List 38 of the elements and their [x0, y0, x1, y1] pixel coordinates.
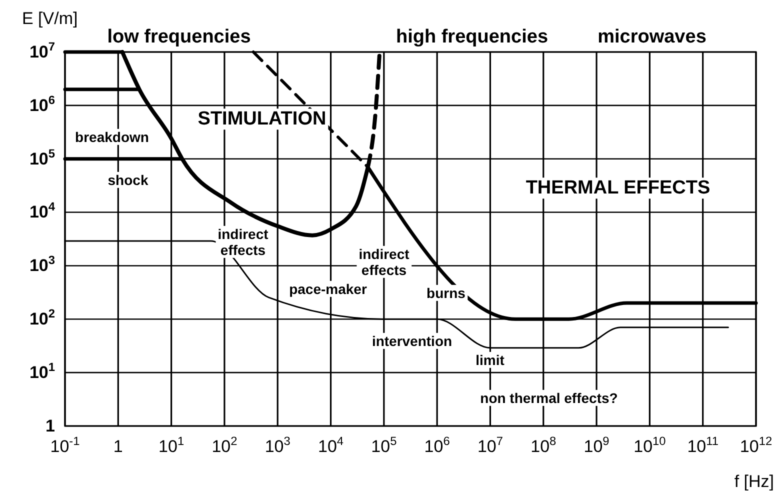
annotation: THERMAL EFFECTS [526, 178, 710, 199]
x-tick-label: 10$^{7}$ [477, 434, 504, 456]
text: low frequencies [107, 26, 251, 48]
y-axis-title: E [V/m] [22, 9, 78, 28]
x-axis-title: f [Hz] [734, 472, 774, 491]
x-tick-label: 10$^{9}$ [584, 434, 610, 456]
x-tick-label: 10$^{3}$ [264, 434, 291, 456]
annotation: indirect effects [218, 226, 269, 258]
annotation: intervention [372, 332, 452, 349]
x-tick-label: 10$^{10}$ [634, 434, 666, 456]
y-tick-label: 10$^{5}$ [29, 146, 56, 168]
y-tick-label: 10$^{2}$ [29, 306, 56, 329]
x-tick-label: 10$^{1}$ [158, 434, 184, 456]
annotation: indirect effects [358, 246, 410, 278]
x-tick-label: 10$^{8}$ [530, 434, 557, 456]
y-tick-label: 10$^{3}$ [29, 253, 56, 276]
annotation: burns [426, 284, 466, 301]
text: microwaves [598, 26, 706, 48]
text: high frequencies [396, 26, 548, 48]
x-tick-label: 10$^{2}$ [212, 434, 238, 456]
x-tick-label: 10$^{5}$ [371, 434, 398, 456]
y-tick-label: 10$^{7}$ [29, 39, 56, 62]
x-tick-label: 10$^{4}$ [318, 434, 344, 456]
y-tick-label: 10$^{4}$ [29, 200, 56, 222]
x-tick-label: 10$^{12}$ [740, 434, 772, 456]
y-tick-label: 10$^{1}$ [29, 360, 56, 382]
y-tick-label: 10$^{6}$ [29, 92, 56, 115]
annotation: breakdown [75, 128, 149, 145]
x-tick-label: 10$^{11}$ [687, 434, 719, 456]
y-tick-label: 1 [46, 416, 55, 436]
annotation: limit [476, 352, 505, 368]
x-tick-label: 1 [113, 437, 123, 456]
annotation: STIMULATION [198, 108, 326, 130]
annotation: pace-maker [289, 280, 368, 297]
x-tick-label: 10$^{6}$ [424, 434, 450, 456]
annotation: shock [108, 172, 148, 188]
annotation: non thermal effects? [480, 390, 618, 406]
x-tick-label: 10$^{-1}$ [50, 434, 80, 456]
